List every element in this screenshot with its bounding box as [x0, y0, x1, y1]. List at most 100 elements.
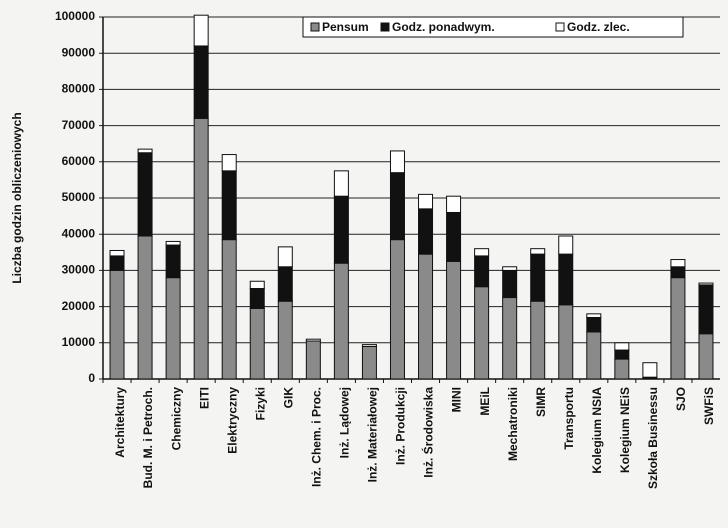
- bar-segment: [418, 253, 434, 380]
- x-tick-label: SIMR: [534, 387, 548, 417]
- bar-segment: [389, 150, 405, 174]
- x-tick-label: GIK: [281, 387, 295, 409]
- bar-segment: [305, 338, 321, 342]
- legend-box: [302, 16, 684, 38]
- bar-segment: [389, 239, 405, 380]
- x-tick-label: Chemiczny: [169, 387, 183, 451]
- bar-segment: [418, 208, 434, 255]
- bar-segment: [418, 193, 434, 210]
- bar-segment: [586, 316, 602, 333]
- bar-segment: [361, 345, 377, 380]
- bar-segment: [249, 288, 265, 309]
- x-tick-label: MEiL: [478, 387, 492, 416]
- bar-segment: [614, 342, 630, 351]
- x-tick-label: Mechatroniki: [506, 387, 520, 461]
- bar-segment: [277, 246, 293, 268]
- x-tick-label: Inż. Materiałowej: [366, 387, 380, 482]
- bar-segment: [221, 239, 237, 380]
- legend-swatch: [555, 22, 565, 32]
- bar-segment: [109, 269, 125, 380]
- bar-segment: [530, 248, 546, 255]
- bar-segment: [165, 240, 181, 246]
- bar-segment: [502, 269, 518, 299]
- bar-segment: [614, 349, 630, 360]
- bar-segment: [670, 266, 686, 279]
- x-tick-label: Inż. Środowiska: [421, 387, 436, 478]
- bar-segment: [446, 195, 462, 213]
- bar-segment: [558, 253, 574, 306]
- x-tick-label: SJO: [674, 387, 688, 411]
- bar-segment: [670, 259, 686, 268]
- bar-segment: [109, 255, 125, 271]
- bar-segment: [109, 249, 125, 257]
- bar-segment: [249, 307, 265, 380]
- bar-segment: [502, 297, 518, 380]
- legend-label: Godz. ponadwym.: [392, 20, 495, 34]
- y-tick-label: 0: [88, 371, 95, 385]
- y-tick-label: 90000: [62, 45, 96, 59]
- bar-segment: [474, 248, 490, 257]
- bar-segment: [502, 266, 518, 271]
- x-tick-label: Elektryczny: [225, 387, 239, 454]
- y-tick-label: 70000: [62, 118, 96, 132]
- y-tick-label: 80000: [62, 82, 96, 96]
- y-tick-label: 40000: [62, 226, 96, 240]
- y-tick-label: 60000: [62, 154, 96, 168]
- bar-segment: [193, 117, 209, 380]
- x-tick-label: Inż. Lądowej: [338, 387, 352, 458]
- x-tick-label: Szkoła Businessu: [646, 387, 660, 489]
- bar-segment: [698, 333, 714, 380]
- x-tick-label: Inż. Produkcji: [394, 387, 408, 465]
- bar-segment: [305, 340, 321, 380]
- legend-label: Godz. zlec.: [567, 20, 630, 34]
- bar-segment: [446, 211, 462, 262]
- bar-segment: [530, 253, 546, 302]
- x-tick-label: Bud. M. i Petroch.: [141, 387, 155, 488]
- bar-segment: [670, 277, 686, 380]
- bar-segment: [137, 152, 153, 237]
- y-tick-label: 30000: [62, 263, 96, 277]
- bar-segment: [137, 148, 153, 154]
- bar-segment: [586, 331, 602, 380]
- bar-segment: [530, 300, 546, 380]
- bar-segment: [333, 262, 349, 380]
- x-tick-label: MINI: [450, 387, 464, 412]
- bar-segment: [446, 260, 462, 380]
- x-tick-label: Transportu: [562, 387, 576, 450]
- bar-segment: [193, 14, 209, 47]
- bar-segment: [165, 244, 181, 279]
- bar-segment: [558, 235, 574, 255]
- bar-segment: [277, 266, 293, 302]
- bar-segment: [474, 255, 490, 288]
- x-tick-label: SWFiS: [702, 387, 716, 425]
- y-axis-label: Liczba godzin obliczeniowych: [10, 112, 24, 283]
- bar-segment: [558, 304, 574, 380]
- bar-segment: [249, 280, 265, 290]
- bar-segment: [614, 358, 630, 380]
- bar-segment: [642, 362, 658, 378]
- bar-segment: [698, 282, 714, 286]
- y-tick-label: 100000: [55, 9, 95, 23]
- bar-segment: [277, 300, 293, 380]
- bar-segment: [137, 235, 153, 380]
- bar-segment: [333, 170, 349, 197]
- bar-segment: [586, 313, 602, 318]
- y-tick-label: 50000: [62, 190, 96, 204]
- legend-swatch: [310, 22, 320, 32]
- bar-segment: [165, 277, 181, 380]
- x-tick-label: EITI: [197, 387, 211, 409]
- legend-label: Pensum: [322, 20, 369, 34]
- bar-segment: [361, 344, 377, 347]
- legend-swatch: [380, 22, 390, 32]
- y-tick-label: 10000: [62, 335, 96, 349]
- bar-segment: [333, 195, 349, 264]
- bar-segment: [474, 286, 490, 380]
- bar-segment: [221, 154, 237, 172]
- x-tick-label: Architektury: [113, 387, 127, 458]
- x-tick-label: Kolegium NSIA: [590, 387, 604, 474]
- bar-segment: [389, 172, 405, 241]
- bar-segment: [193, 45, 209, 119]
- bar-segment: [221, 170, 237, 241]
- y-tick-label: 20000: [62, 299, 96, 313]
